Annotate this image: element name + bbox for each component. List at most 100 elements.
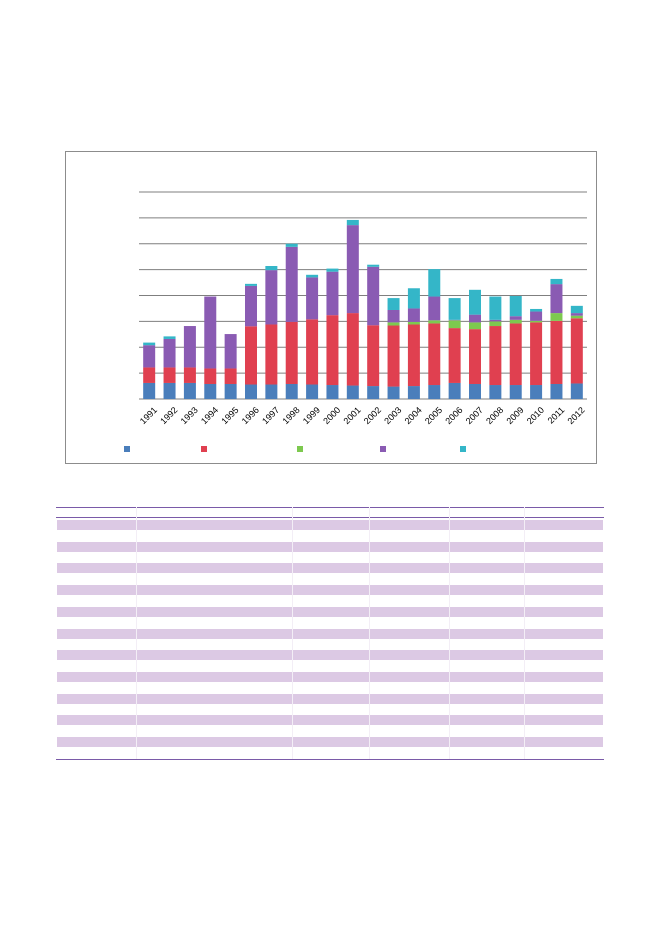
bar-segment: [469, 329, 481, 384]
bar-segment: [367, 264, 380, 267]
bar-segment: [550, 383, 563, 399]
bar-segment: [550, 320, 563, 384]
bar-segment: [448, 382, 461, 399]
bar-segment: [183, 367, 196, 383]
x-tick-label: 2010: [525, 405, 546, 426]
bar-segment: [509, 316, 522, 320]
bar-segment: [407, 321, 420, 325]
bar-segment: [346, 219, 359, 226]
bar-segment: [448, 319, 461, 321]
bar-segment: [204, 296, 217, 369]
bar-segment: [306, 384, 319, 399]
bar-segment: [285, 246, 298, 322]
bar-segment: [509, 323, 522, 386]
x-tick-label: 1996: [240, 405, 261, 426]
data-table: [56, 507, 604, 761]
bar-segment: [469, 383, 481, 399]
x-tick-label: 1997: [260, 405, 281, 426]
bar-segment: [550, 313, 563, 321]
chart-container: 1991 1992 1993 1994 1995 1996 1997 1998 1999 2000…: [65, 151, 597, 464]
bar-segment: [489, 326, 502, 386]
bar-segment: [326, 268, 339, 272]
bar-segment: [163, 367, 176, 383]
bar-segment: [570, 313, 583, 316]
bar-segment: [245, 285, 257, 327]
column-divider: [524, 507, 525, 759]
x-tick-label: 2004: [403, 405, 424, 426]
bar-segment: [204, 368, 217, 384]
table-header-border: [56, 517, 604, 518]
table-row: [57, 585, 603, 596]
bar-segment: [448, 320, 461, 329]
bar-segment: [143, 367, 156, 383]
bar-segment: [326, 315, 339, 386]
table-bottom-border: [56, 759, 604, 760]
table-row: [57, 563, 603, 574]
bar-segment: [224, 368, 237, 384]
bar-segment: [570, 318, 583, 384]
x-tick-label: 2002: [362, 405, 383, 426]
x-tick-label: 1995: [219, 405, 240, 426]
bar-segment: [367, 386, 380, 399]
bar-segment: [509, 385, 522, 399]
bar-segment: [530, 320, 543, 323]
bar-segment: [428, 320, 441, 324]
legend-swatch: [124, 446, 130, 452]
bar-segment: [428, 269, 441, 297]
bar-segment: [367, 325, 380, 387]
bar-segment: [530, 308, 543, 312]
bar-segment: [428, 323, 441, 386]
x-tick-label: 1998: [280, 405, 301, 426]
bar-segment: [183, 326, 196, 368]
table-row: [57, 628, 603, 639]
bar-segment: [469, 322, 481, 330]
x-tick-label: 1999: [301, 405, 322, 426]
x-tick-label: 2006: [443, 405, 464, 426]
bar-segment: [306, 319, 319, 385]
bar-segment: [489, 321, 502, 327]
table-row: [57, 520, 603, 530]
bar-segment: [428, 296, 441, 321]
bar-segment: [407, 308, 420, 322]
legend-swatch: [460, 446, 466, 452]
bar-segment: [387, 386, 400, 399]
x-tick-label: 2000: [321, 405, 342, 426]
table-top-border: [56, 507, 604, 508]
bar-segment: [285, 243, 298, 247]
bar-segment: [265, 324, 278, 385]
x-tick-label: 2008: [484, 405, 505, 426]
bar-segment: [387, 309, 400, 323]
bar-segment: [448, 298, 461, 320]
bar-segment: [550, 284, 563, 314]
bar-segment: [346, 225, 359, 314]
bar-segment: [326, 385, 339, 399]
table-row: [57, 693, 603, 704]
table-row: [57, 737, 603, 747]
bar-segment: [163, 336, 176, 339]
x-tick-label: 2009: [504, 405, 525, 426]
column-divider: [369, 507, 370, 759]
bar-segment: [285, 383, 298, 399]
bar-segment: [285, 321, 298, 384]
bar-segment: [163, 338, 176, 368]
bar-segment: [489, 385, 502, 399]
legend-swatch: [297, 446, 303, 452]
x-tick-label: 2001: [342, 405, 363, 426]
bar-segment: [530, 385, 543, 399]
bar-segment: [530, 311, 543, 321]
x-tick-label: 2011: [546, 405, 567, 426]
bar-segment: [245, 384, 257, 399]
x-tick-label: 2003: [382, 405, 403, 426]
x-tick-label: 1991: [138, 405, 159, 426]
x-tick-label: 1994: [199, 405, 220, 426]
bar-segment: [489, 296, 502, 320]
bar-segment: [469, 289, 481, 315]
bar-segment: [143, 382, 156, 399]
x-tick-label: 1993: [179, 405, 200, 426]
bar-segment: [306, 277, 319, 320]
bar-segment: [550, 278, 563, 285]
legend-swatch: [380, 446, 386, 452]
bar-segment: [570, 305, 583, 314]
stacked-bar-chart: 1991 1992 1993 1994 1995 1996 1997 1998 1999 2000…: [124, 191, 587, 452]
bar-segment: [509, 296, 522, 317]
